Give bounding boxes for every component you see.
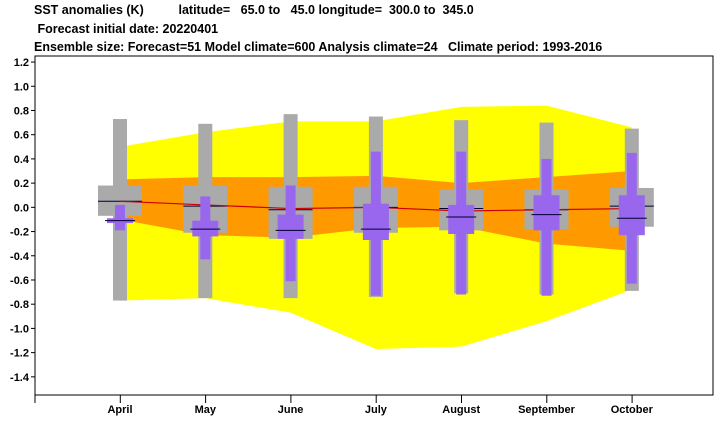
x-tick-label: July xyxy=(365,404,388,416)
x-tick-label: September xyxy=(518,404,576,416)
forecast-box xyxy=(533,195,560,231)
forecast-box xyxy=(362,203,389,241)
y-tick-label: 0.2 xyxy=(14,178,29,190)
forecast-box xyxy=(192,220,219,237)
chart-title-line-1: SST anomalies (K) latitude= 65.0 to 45.0… xyxy=(34,3,474,17)
forecast-whisker xyxy=(115,204,125,231)
y-tick-label: -1.4 xyxy=(10,372,30,384)
y-tick-label: -0.4 xyxy=(10,251,30,263)
x-tick-label: May xyxy=(195,404,217,416)
plot-frame xyxy=(34,55,714,396)
y-tick-label: -0.6 xyxy=(10,275,29,287)
y-tick-label: 0.4 xyxy=(14,154,30,166)
y-tick-label: -0.8 xyxy=(10,299,29,311)
y-tick-label: 1.0 xyxy=(14,81,29,93)
y-tick-label: 0.6 xyxy=(14,130,29,142)
forecast-box xyxy=(277,214,304,239)
x-tick-label: October xyxy=(611,404,654,416)
y-tick-label: 0.0 xyxy=(14,202,29,214)
x-tick-label: August xyxy=(442,404,480,416)
forecast-box xyxy=(618,195,645,236)
y-tick-label: -1.0 xyxy=(10,323,29,335)
forecast-date-line: Forecast initial date: 20220401 xyxy=(34,22,219,36)
y-tick-label: -0.2 xyxy=(10,227,29,239)
y-tick-label: -1.2 xyxy=(10,348,29,360)
x-tick-label: June xyxy=(278,404,304,416)
forecast-box xyxy=(448,204,475,234)
y-tick-label: 1.2 xyxy=(14,57,29,69)
ensemble-info-line: Ensemble size: Forecast=51 Model climate… xyxy=(34,40,603,54)
y-tick-label: 0.8 xyxy=(14,105,29,117)
x-tick-label: April xyxy=(107,404,132,416)
